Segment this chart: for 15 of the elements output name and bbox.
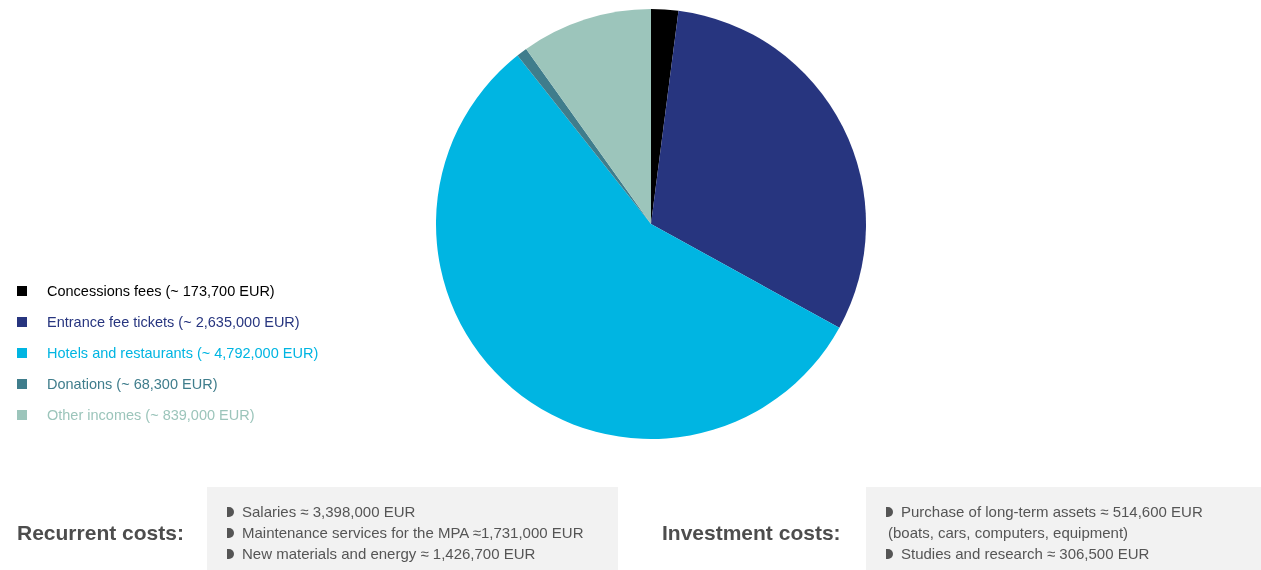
- legend-label: Donations (~ 68,300 EUR): [47, 376, 218, 392]
- legend-label: Concessions fees (~ 173,700 EUR): [47, 283, 275, 299]
- pie-slice: [436, 55, 840, 439]
- text: Maintenance services for the MPA ≈1,731,000 EUR: [242, 524, 584, 541]
- legend-label: Hotels and restaurants (~ 4,792,000 EUR): [47, 345, 319, 361]
- text: Salaries ≈ 3,398,000 EUR: [242, 503, 416, 520]
- text: Purchase of long-term assets ≈ 514,600 EUR (boats, cars, computers, equipment): [888, 503, 1203, 541]
- text: Investment costs:: [662, 521, 841, 544]
- text: Recurrent costs:: [17, 521, 184, 544]
- pie-slice: [526, 9, 651, 224]
- legend-label: Other incomes (~ 839,000 EUR): [47, 407, 255, 423]
- pie-slice: [651, 10, 866, 328]
- legend-label: Entrance fee tickets (~ 2,635,000 EUR): [47, 314, 300, 330]
- text: Studies and research ≈ 306,500 EUR: [901, 545, 1150, 562]
- text: New materials and energy ≈ 1,426,700 EUR: [242, 545, 536, 562]
